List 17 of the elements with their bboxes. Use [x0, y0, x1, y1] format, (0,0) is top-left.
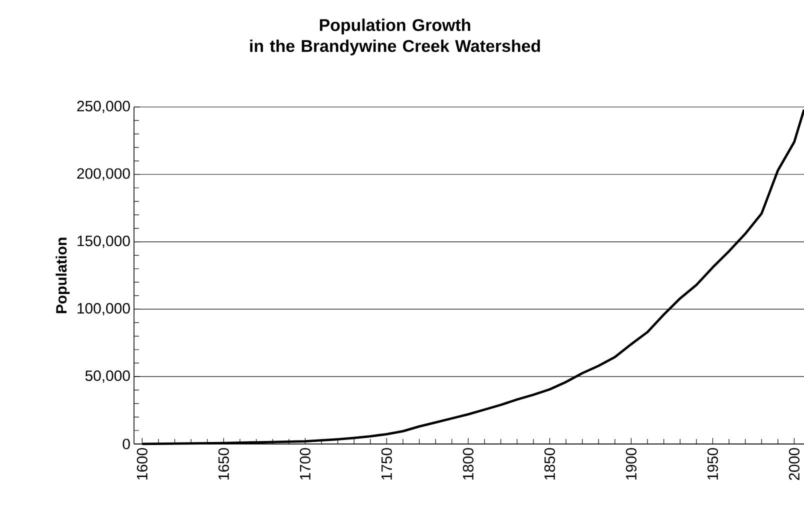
x-tick-label: 1600: [136, 448, 148, 480]
x-tick-label: 1750: [381, 448, 392, 480]
chart-title: Population Growth in the Brandywine Creek Watershed: [250, 18, 540, 56]
y-tick-label: 100,000: [78, 303, 130, 316]
y-tick-label: 0: [122, 438, 130, 450]
x-tick-label: 1900: [626, 448, 636, 480]
y-tick-label: 200,000: [77, 168, 130, 181]
x-tick-label: 1800: [462, 448, 474, 480]
y-tick-label: 150,000: [78, 236, 130, 248]
y-axis-title: Population: [56, 238, 70, 314]
x-tick-label: 1700: [300, 448, 310, 480]
y-tick-label: 250,000: [77, 100, 130, 114]
x-tick-label: 2000: [788, 448, 800, 480]
x-tick-label: 1650: [218, 448, 229, 480]
y-tick-label: 50,000: [85, 370, 130, 383]
x-tick-label: 1950: [707, 448, 718, 480]
x-tick-label: 1850: [544, 448, 555, 480]
